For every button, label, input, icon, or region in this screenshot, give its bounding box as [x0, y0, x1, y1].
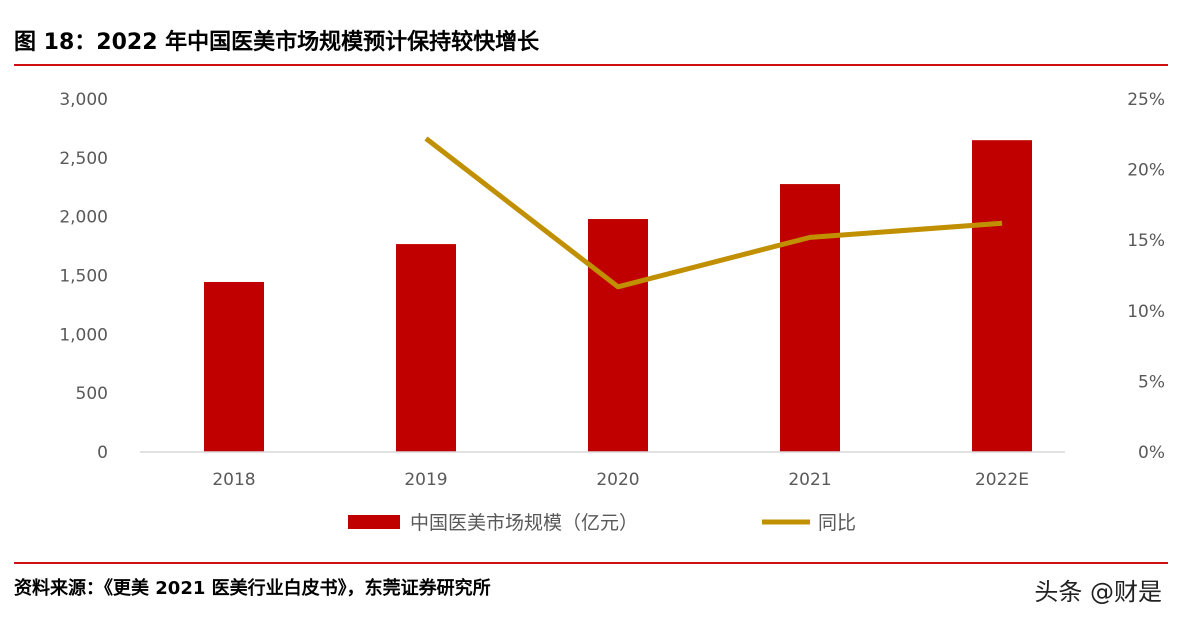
- yoy-line: [424, 136, 1003, 290]
- right-tick-label: 20%: [1127, 161, 1165, 181]
- left-tick-label: 2,500: [59, 149, 108, 169]
- bottom-divider: [14, 562, 1168, 564]
- source-note: 资料来源：《更美 2021 医美行业白皮书》，东莞证券研究所: [14, 578, 491, 599]
- legend-bar-swatch: [348, 515, 400, 529]
- chart: 0 500 1,000 1,500 2,000 2,500 3,000 0% 5% 10% 15% 2…: [59, 90, 1165, 534]
- bar-2019: [396, 244, 456, 452]
- left-tick-label: 3,000: [59, 90, 108, 110]
- top-divider: [14, 64, 1168, 66]
- right-tick-label: 10%: [1127, 302, 1165, 322]
- right-tick-label: 15%: [1127, 231, 1165, 251]
- x-tick-label: 2021: [788, 470, 831, 490]
- bar-2021: [780, 184, 840, 452]
- right-tick-label: 25%: [1127, 90, 1165, 110]
- legend-line-label: 同比: [818, 512, 856, 534]
- bar-2022E: [972, 140, 1032, 452]
- x-tick-label: 2020: [596, 470, 639, 490]
- x-tick-label: 2019: [404, 470, 447, 490]
- bar-2018: [204, 281, 264, 452]
- left-tick-label: 1,000: [59, 325, 108, 345]
- x-tick-label: 2018: [212, 470, 255, 490]
- x-tick-label: 2022E: [975, 470, 1029, 490]
- watermark: 头条 @财是: [1034, 578, 1162, 606]
- figure-title: 图 18：2022 年中国医美市场规模预计保持较快增长: [14, 30, 540, 55]
- legend-bar-label: 中国医美市场规模（亿元）: [410, 512, 638, 534]
- left-tick-label: 1,500: [59, 267, 108, 287]
- bar-2020: [588, 219, 648, 452]
- right-tick-label: 5%: [1138, 372, 1165, 392]
- left-tick-label: 0: [97, 443, 108, 463]
- left-tick-label: 2,000: [59, 208, 108, 228]
- right-tick-label: 0%: [1138, 443, 1165, 463]
- left-tick-label: 500: [76, 384, 108, 404]
